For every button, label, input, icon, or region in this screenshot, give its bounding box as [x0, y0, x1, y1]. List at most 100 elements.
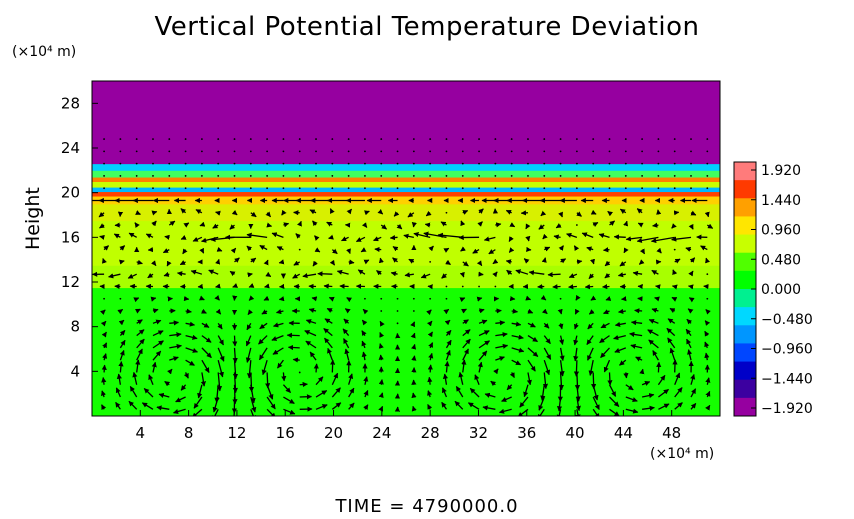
- vector-dot: [592, 187, 595, 190]
- vector-dot: [412, 175, 415, 177]
- vector-arrow: [674, 387, 683, 398]
- vector-arrow: [331, 387, 341, 398]
- vector-dot: [429, 187, 432, 190]
- vector-arrow: [230, 247, 237, 254]
- vector-dot: [282, 150, 285, 153]
- vector-dot: [412, 138, 415, 140]
- vector-arrow: [511, 347, 525, 353]
- vector-arrow: [229, 270, 236, 277]
- vector-dot: [298, 162, 301, 165]
- vector-arrow: [201, 335, 212, 343]
- vector-arrow: [132, 371, 138, 385]
- vector-arrow: [185, 321, 196, 327]
- vector-arrow: [445, 339, 452, 349]
- vector-arrow: [598, 233, 610, 239]
- vector-dot: [233, 187, 236, 190]
- vector-arrow: [265, 211, 272, 218]
- vector-arrow: [232, 283, 239, 288]
- vector-arrow: [328, 296, 335, 302]
- vector-arrow: [271, 334, 284, 341]
- vector-arrow: [348, 259, 355, 265]
- vector-dot: [315, 138, 317, 140]
- vector-dot: [396, 187, 399, 190]
- vector-arrow: [192, 236, 203, 242]
- vector-arrow: [101, 364, 107, 373]
- vector-arrow: [287, 344, 300, 351]
- vector-dot: [429, 297, 432, 300]
- vector-arrow: [98, 211, 105, 218]
- vector-dot: [592, 162, 595, 165]
- vector-arrow: [152, 319, 162, 325]
- vector-dot: [331, 187, 334, 190]
- vector-dot: [298, 187, 301, 190]
- vector-arrow: [348, 387, 355, 398]
- vector-dot: [119, 187, 122, 190]
- vector-arrow: [427, 390, 433, 398]
- vector-arrow: [543, 322, 550, 329]
- vector-dot: [249, 175, 252, 177]
- vector-arrow: [652, 222, 659, 228]
- vector-arrow: [361, 319, 368, 326]
- vector-arrow: [478, 208, 484, 214]
- vector-dot: [478, 285, 480, 288]
- vector-dot: [445, 285, 448, 288]
- vector-arrow: [658, 403, 670, 410]
- colorbar-label: −0.960: [761, 342, 813, 358]
- vector-arrow: [143, 387, 154, 398]
- vector-arrow: [619, 261, 627, 267]
- vector-arrow: [348, 402, 355, 410]
- vector-arrow: [495, 222, 502, 228]
- vector-arrow: [527, 335, 538, 343]
- vector-arrow: [505, 209, 512, 215]
- vector-arrow: [117, 308, 124, 315]
- vector-arrow: [403, 233, 414, 239]
- vector-arrow: [623, 220, 629, 227]
- vector-dot: [641, 138, 644, 140]
- vector-dot: [527, 150, 529, 153]
- vector-arrow: [102, 342, 108, 349]
- vector-arrow: [619, 208, 627, 214]
- vector-dot: [380, 297, 383, 300]
- vector-arrow: [461, 359, 467, 373]
- colorbar-label: −1.440: [761, 371, 813, 387]
- vector-dot: [119, 297, 122, 300]
- vector-arrow: [357, 269, 366, 275]
- vector-arrow: [648, 318, 659, 324]
- vector-arrow: [173, 408, 186, 415]
- vector-arrow: [444, 360, 450, 373]
- vector-arrow: [344, 348, 350, 361]
- vector-arrow: [511, 359, 522, 366]
- vector-arrow: [576, 259, 583, 265]
- vector-arrow: [639, 368, 645, 375]
- vector-dot: [380, 187, 383, 190]
- heat-band-2: [92, 220, 720, 266]
- vector-arrow: [592, 408, 600, 416]
- vector-dot: [103, 297, 105, 300]
- vector-arrow: [411, 405, 417, 412]
- vector-arrow: [315, 390, 328, 398]
- vector-arrow: [185, 308, 192, 314]
- colorbar-swatch: [734, 325, 756, 344]
- vector-arrow: [308, 307, 317, 313]
- vector-arrow: [478, 319, 488, 325]
- vector-arrow: [428, 342, 434, 349]
- vector-dot: [673, 175, 676, 177]
- vector-arrow: [118, 259, 125, 265]
- vector-arrow: [113, 233, 121, 239]
- vector-arrow: [630, 343, 643, 349]
- vector-arrow: [426, 309, 432, 316]
- vector-dot: [152, 150, 154, 153]
- vector-dot: [412, 310, 415, 312]
- vector-arrow: [281, 372, 287, 382]
- vector-arrow: [156, 405, 170, 411]
- vector-arrow: [379, 332, 385, 338]
- vector-arrow: [488, 249, 496, 255]
- vector-arrow: [478, 340, 490, 349]
- vector-arrow: [199, 247, 205, 254]
- vector-arrow: [312, 220, 318, 227]
- vector-dot: [543, 138, 546, 140]
- vector-arrow: [603, 359, 611, 373]
- vector-dot: [201, 187, 203, 190]
- vector-arrow: [200, 372, 206, 387]
- vector-arrow: [656, 209, 662, 215]
